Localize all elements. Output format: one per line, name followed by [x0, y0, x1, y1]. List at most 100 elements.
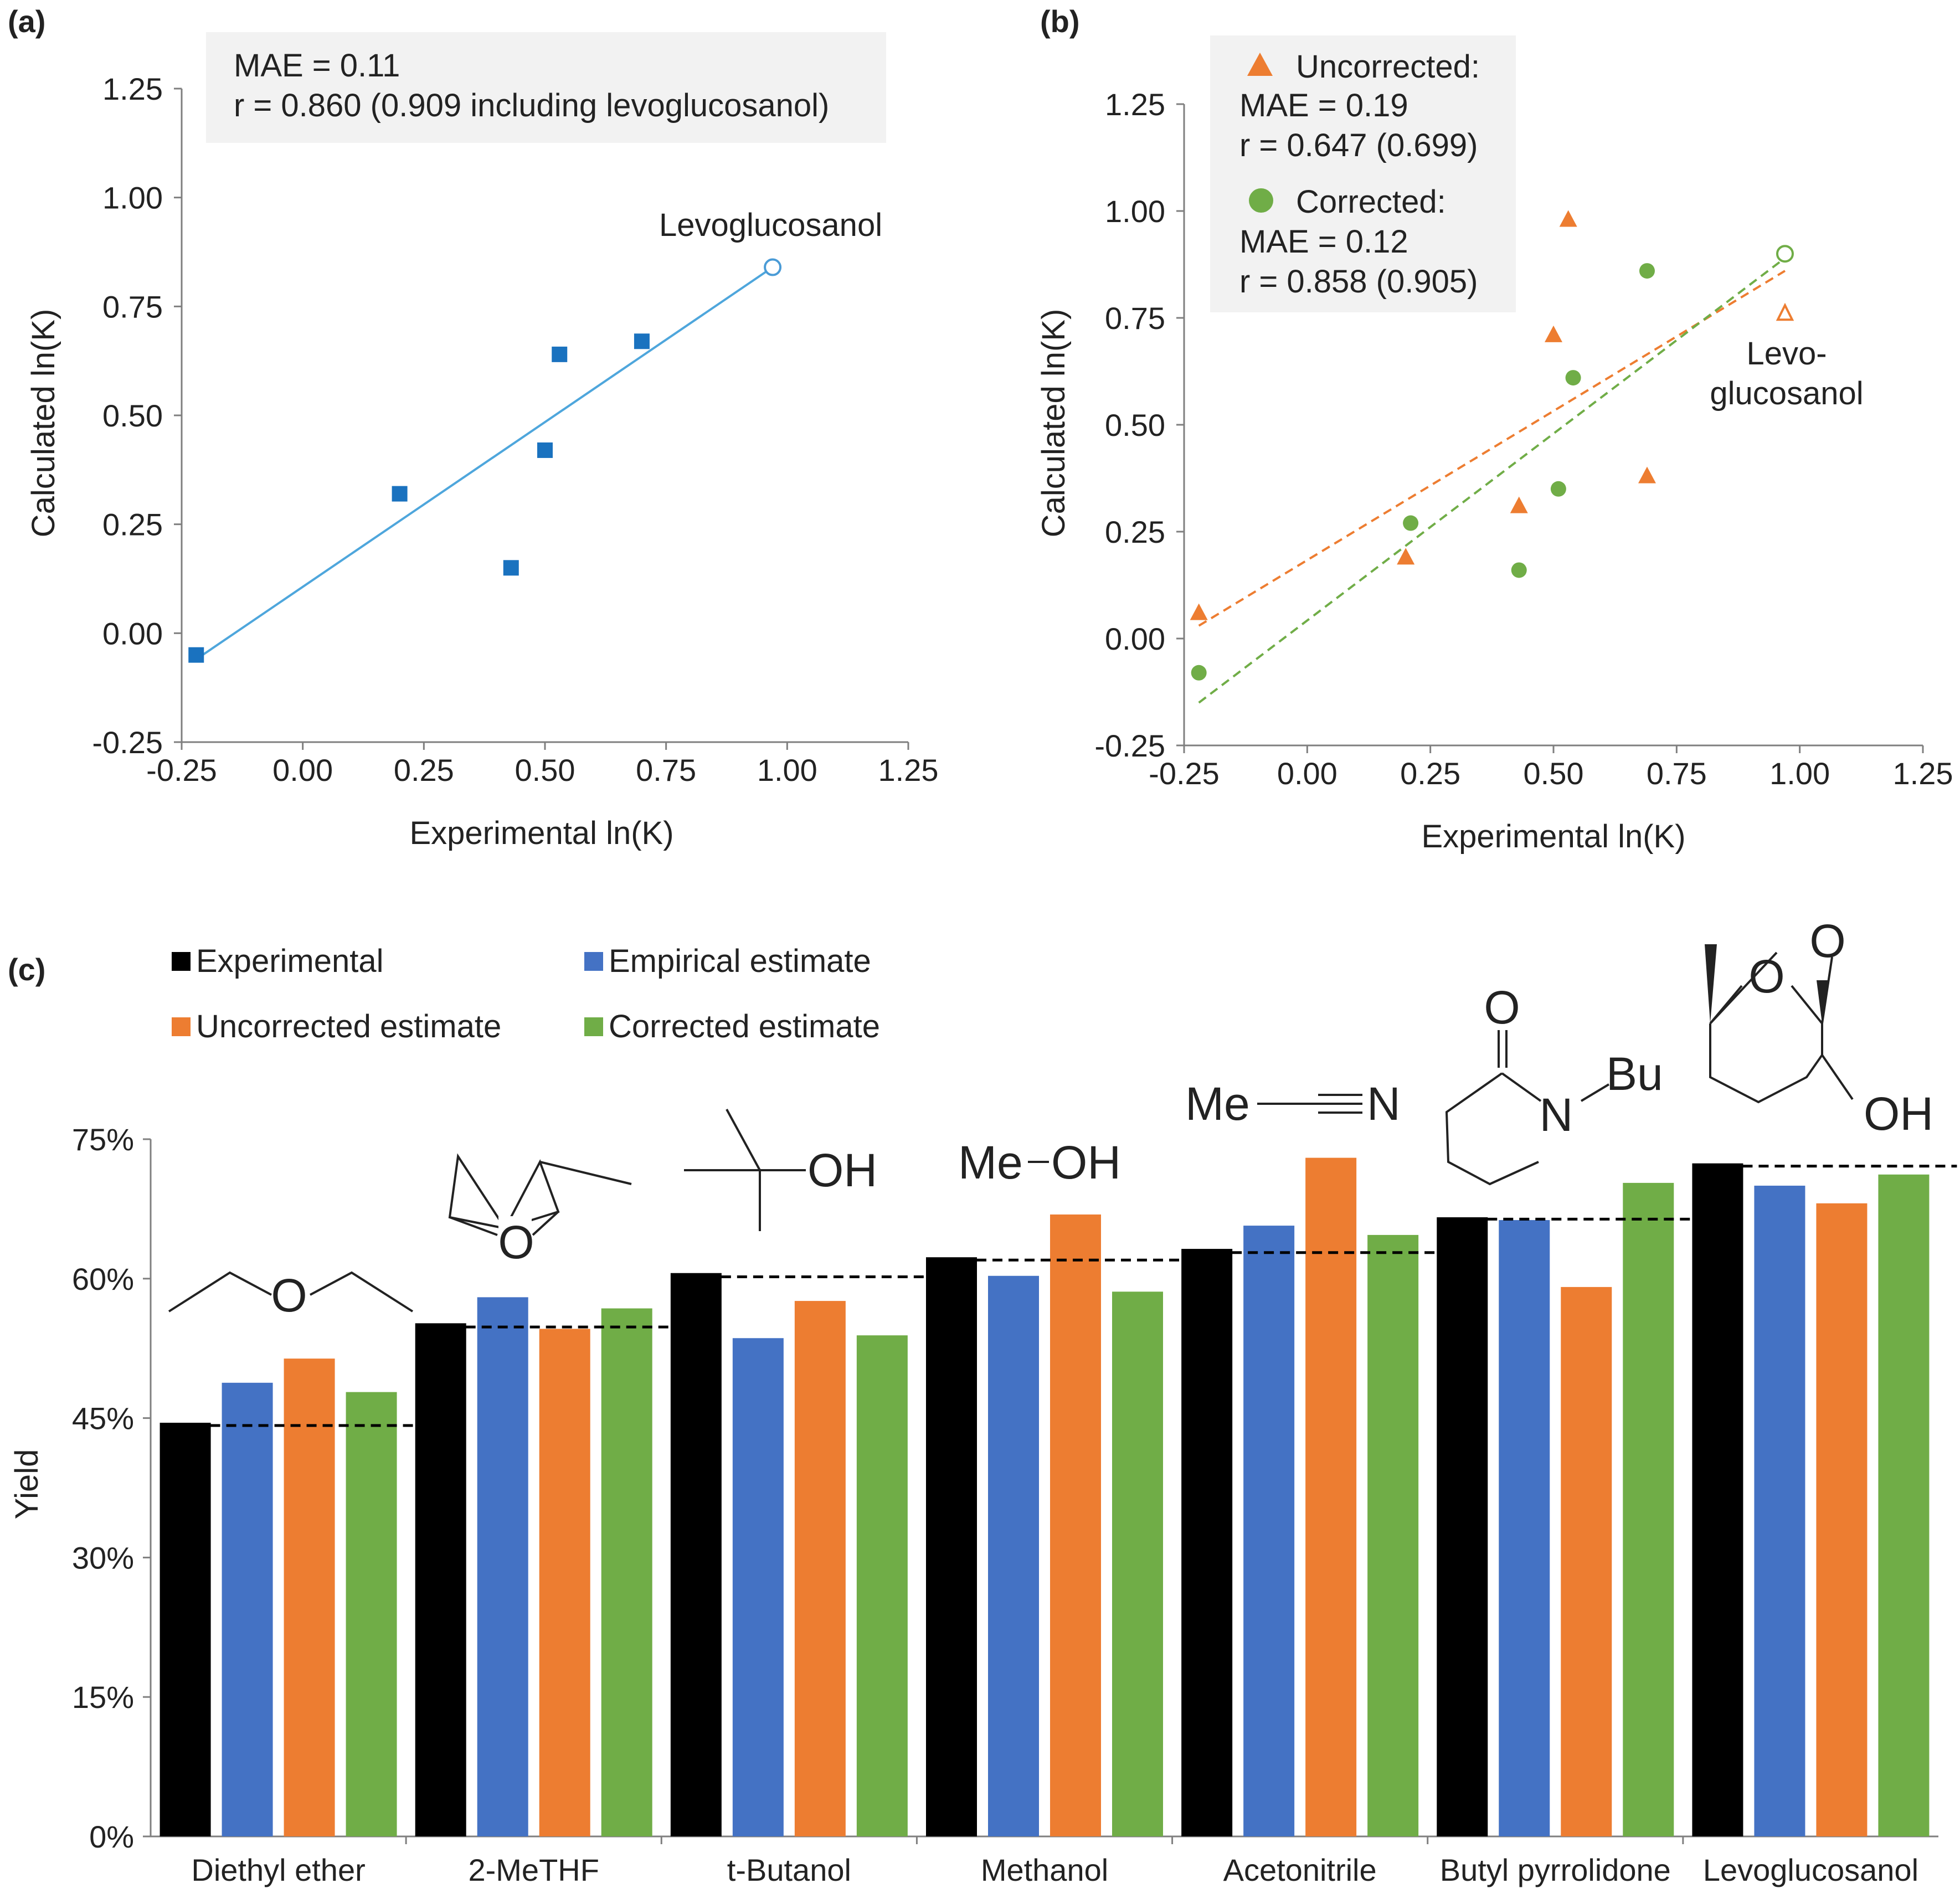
y-tick-label-b: 1.25 [1105, 87, 1165, 122]
scatter-panel-a: MAE = 0.11 r = 0.860 (0.909 including le… [25, 32, 939, 851]
bar-empirical-estimate [1499, 1220, 1550, 1836]
y-tick-label-c: 45% [72, 1401, 134, 1436]
acetonitrile-triple-bond [1257, 1094, 1362, 1114]
point-b-corrected [1565, 370, 1581, 386]
stats-box-a-line-2: r = 0.860 (0.909 including levoglucosano… [234, 88, 829, 123]
x-tick-label-a: 0.50 [515, 753, 575, 788]
legend-corrected-r: r = 0.858 (0.905) [1239, 264, 1478, 300]
scatter-panel-b: Uncorrected: MAE = 0.19 r = 0.647 (0.699… [1036, 35, 1953, 855]
category-label: 2-MeTHF [468, 1852, 599, 1887]
y-tick-label-a: -0.25 [92, 725, 163, 760]
panel-a-label: (a) [8, 4, 45, 39]
y-tick-label-a: 0.00 [102, 616, 163, 651]
levo-ring-o-2: O [1809, 915, 1845, 967]
bar-uncorrected-estimate [1050, 1214, 1101, 1836]
point-a-calculated [503, 560, 519, 576]
point-a-levoglucosanol [764, 258, 782, 276]
point-a-calculated [537, 442, 553, 458]
trendline-b-corrected [1198, 257, 1786, 704]
x-tick-label-a: -0.25 [146, 753, 217, 788]
category-label: Acetonitrile [1223, 1852, 1377, 1887]
x-tick-label-b: 0.50 [1524, 756, 1584, 791]
structure-2-methf [448, 1153, 632, 1236]
y-tick-label-a: 0.75 [102, 289, 163, 324]
x-axis-title-a: Experimental ln(K) [409, 815, 673, 851]
bar-corrected-estimate [1878, 1174, 1930, 1836]
y-tick-label-a: 1.00 [102, 181, 163, 215]
bar-uncorrected-estimate [1561, 1287, 1612, 1836]
y-tick-label-b: 0.75 [1105, 301, 1165, 336]
y-tick-label-b: 0.00 [1105, 621, 1165, 656]
y-tick-label-b: 0.50 [1105, 408, 1165, 442]
y-tick-label-c: 30% [72, 1540, 134, 1575]
levo-wedge-left [1705, 944, 1717, 1023]
x-tick-label-a: 0.75 [636, 753, 696, 788]
pyrrolidone-bu: Bu [1606, 1048, 1663, 1100]
structure-diethyl-ether [168, 1271, 414, 1313]
bar-uncorrected-estimate [1305, 1157, 1357, 1836]
point-b-corrected [1191, 665, 1207, 681]
point-b-corrected-levoglucosanol [1776, 245, 1794, 263]
legend-box-b [1210, 35, 1516, 312]
legend-uncorrected-mae: MAE = 0.19 [1239, 88, 1408, 123]
y-axis-title-b: Calculated ln(K) [1036, 309, 1072, 538]
category-label: Diethyl ether [191, 1852, 365, 1887]
point-b-uncorrected [1545, 325, 1562, 342]
bar-experimental [1692, 1163, 1743, 1836]
legend-label-empirical-estimate: Empirical estimate [609, 943, 871, 979]
category-label: Butyl pyrrolidone [1440, 1852, 1671, 1887]
y-axis-title-a: Calculated ln(K) [25, 309, 61, 538]
point-a-calculated [188, 647, 204, 663]
levo-wedge-right [1817, 980, 1828, 1023]
y-tick-label-c: 0% [89, 1819, 134, 1854]
legend-label-uncorrected-estimate: Uncorrected estimate [196, 1008, 501, 1044]
point-b-corrected [1550, 481, 1566, 497]
point-b-corrected [1639, 263, 1655, 279]
x-tick-label-b: 0.75 [1647, 756, 1707, 791]
acetonitrile-me: Me [1185, 1078, 1250, 1130]
bar-experimental [1437, 1217, 1488, 1836]
y-tick-label-b: -0.25 [1094, 728, 1165, 763]
y-tick-label-a: 1.25 [102, 71, 163, 106]
levo-ring-o-1: O [1748, 950, 1784, 1002]
y-tick-label-c: 60% [72, 1262, 134, 1296]
x-axis-title-b: Experimental ln(K) [1421, 819, 1685, 855]
legend-marker-corrected [1249, 188, 1273, 213]
structure-butyl-pyrrolidone [1445, 1030, 1610, 1186]
legend-marker-uncorrected [1247, 53, 1273, 76]
y-tick-label-c: 75% [72, 1122, 134, 1157]
bar-empirical-estimate [222, 1382, 273, 1836]
stats-box-a-line-1: MAE = 0.11 [234, 48, 400, 84]
legend-label-corrected: Corrected: [1296, 184, 1446, 220]
bar-panel-c: Experimental Empirical estimate Uncorrecte… [9, 915, 1957, 1887]
point-b-uncorrected-levoglucosanol [1776, 302, 1794, 321]
point-b-uncorrected [1510, 496, 1528, 513]
panel-b-label: (b) [1040, 4, 1080, 39]
x-tick-label-a: 1.00 [757, 753, 817, 788]
structure-t-butanol [684, 1109, 806, 1231]
structure-levoglucosanol [1709, 951, 1854, 1104]
bar-uncorrected-estimate [539, 1329, 590, 1836]
legend-swatch-uncorrected-estimate [172, 1017, 191, 1036]
methanol-oh: OH [1051, 1136, 1121, 1188]
methf-o-gap [498, 1216, 532, 1248]
bar-corrected-estimate [1623, 1182, 1674, 1836]
bar-corrected-estimate [346, 1392, 397, 1836]
x-tick-label-b: -0.25 [1149, 756, 1220, 791]
bar-experimental [670, 1273, 722, 1836]
bar-empirical-estimate [1754, 1185, 1805, 1836]
y-tick-label-c: 15% [72, 1680, 134, 1715]
panel-c-label: (c) [8, 952, 45, 987]
legend-swatch-corrected-estimate [584, 1017, 603, 1036]
point-b-uncorrected [1190, 603, 1208, 620]
x-tick-label-b: 1.00 [1769, 756, 1830, 791]
bar-experimental [415, 1323, 466, 1836]
point-b-uncorrected [1638, 466, 1656, 483]
legend-corrected-mae: MAE = 0.12 [1239, 224, 1408, 260]
y-tick-label-b: 0.25 [1105, 514, 1165, 549]
legend-swatch-empirical-estimate [584, 952, 603, 971]
t-butanol-oh: OH [807, 1144, 877, 1196]
bar-experimental [160, 1422, 211, 1836]
point-b-uncorrected [1559, 210, 1577, 227]
